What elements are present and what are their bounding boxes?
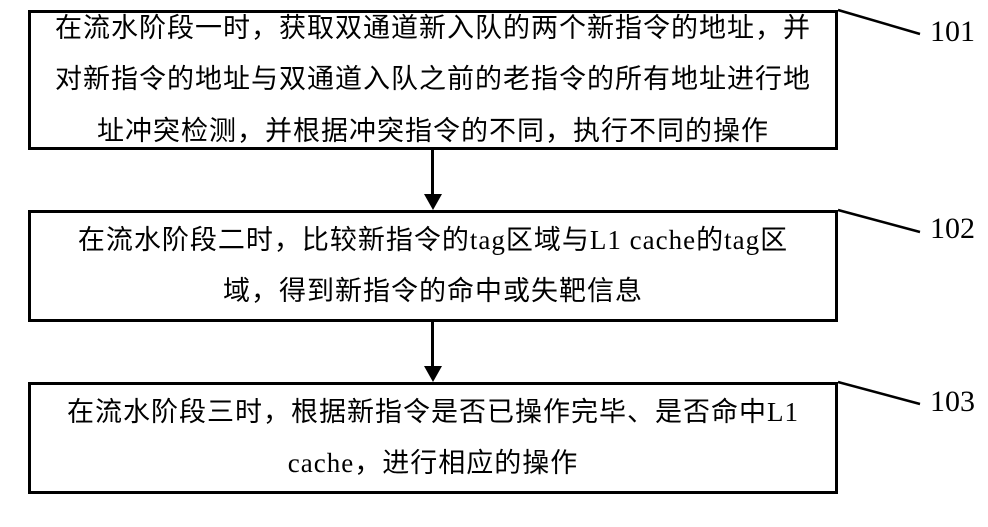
flowchart-container: 在流水阶段一时，获取双通道新入队的两个新指令的地址，并对新指令的地址与双通道入队… bbox=[0, 0, 988, 527]
label-102: 102 bbox=[930, 212, 975, 246]
arrow-2-line bbox=[431, 322, 434, 366]
arrow-1-line bbox=[431, 150, 434, 194]
step-box-103: 在流水阶段三时，根据新指令是否已操作完毕、是否命中L1 cache，进行相应的操… bbox=[28, 382, 838, 494]
step-text-102: 在流水阶段二时，比较新指令的tag区域与L1 cache的tag区域，得到新指令… bbox=[51, 215, 815, 318]
step-text-103: 在流水阶段三时，根据新指令是否已操作完毕、是否命中L1 cache，进行相应的操… bbox=[51, 387, 815, 490]
label-103: 103 bbox=[930, 385, 975, 419]
arrow-1-head bbox=[424, 194, 442, 210]
step-text-101: 在流水阶段一时，获取双通道新入队的两个新指令的地址，并对新指令的地址与双通道入队… bbox=[51, 3, 815, 157]
step-box-101: 在流水阶段一时，获取双通道新入队的两个新指令的地址，并对新指令的地址与双通道入队… bbox=[28, 10, 838, 150]
step-box-102: 在流水阶段二时，比较新指令的tag区域与L1 cache的tag区域，得到新指令… bbox=[28, 210, 838, 322]
arrow-2-head bbox=[424, 366, 442, 382]
label-101: 101 bbox=[930, 15, 975, 49]
